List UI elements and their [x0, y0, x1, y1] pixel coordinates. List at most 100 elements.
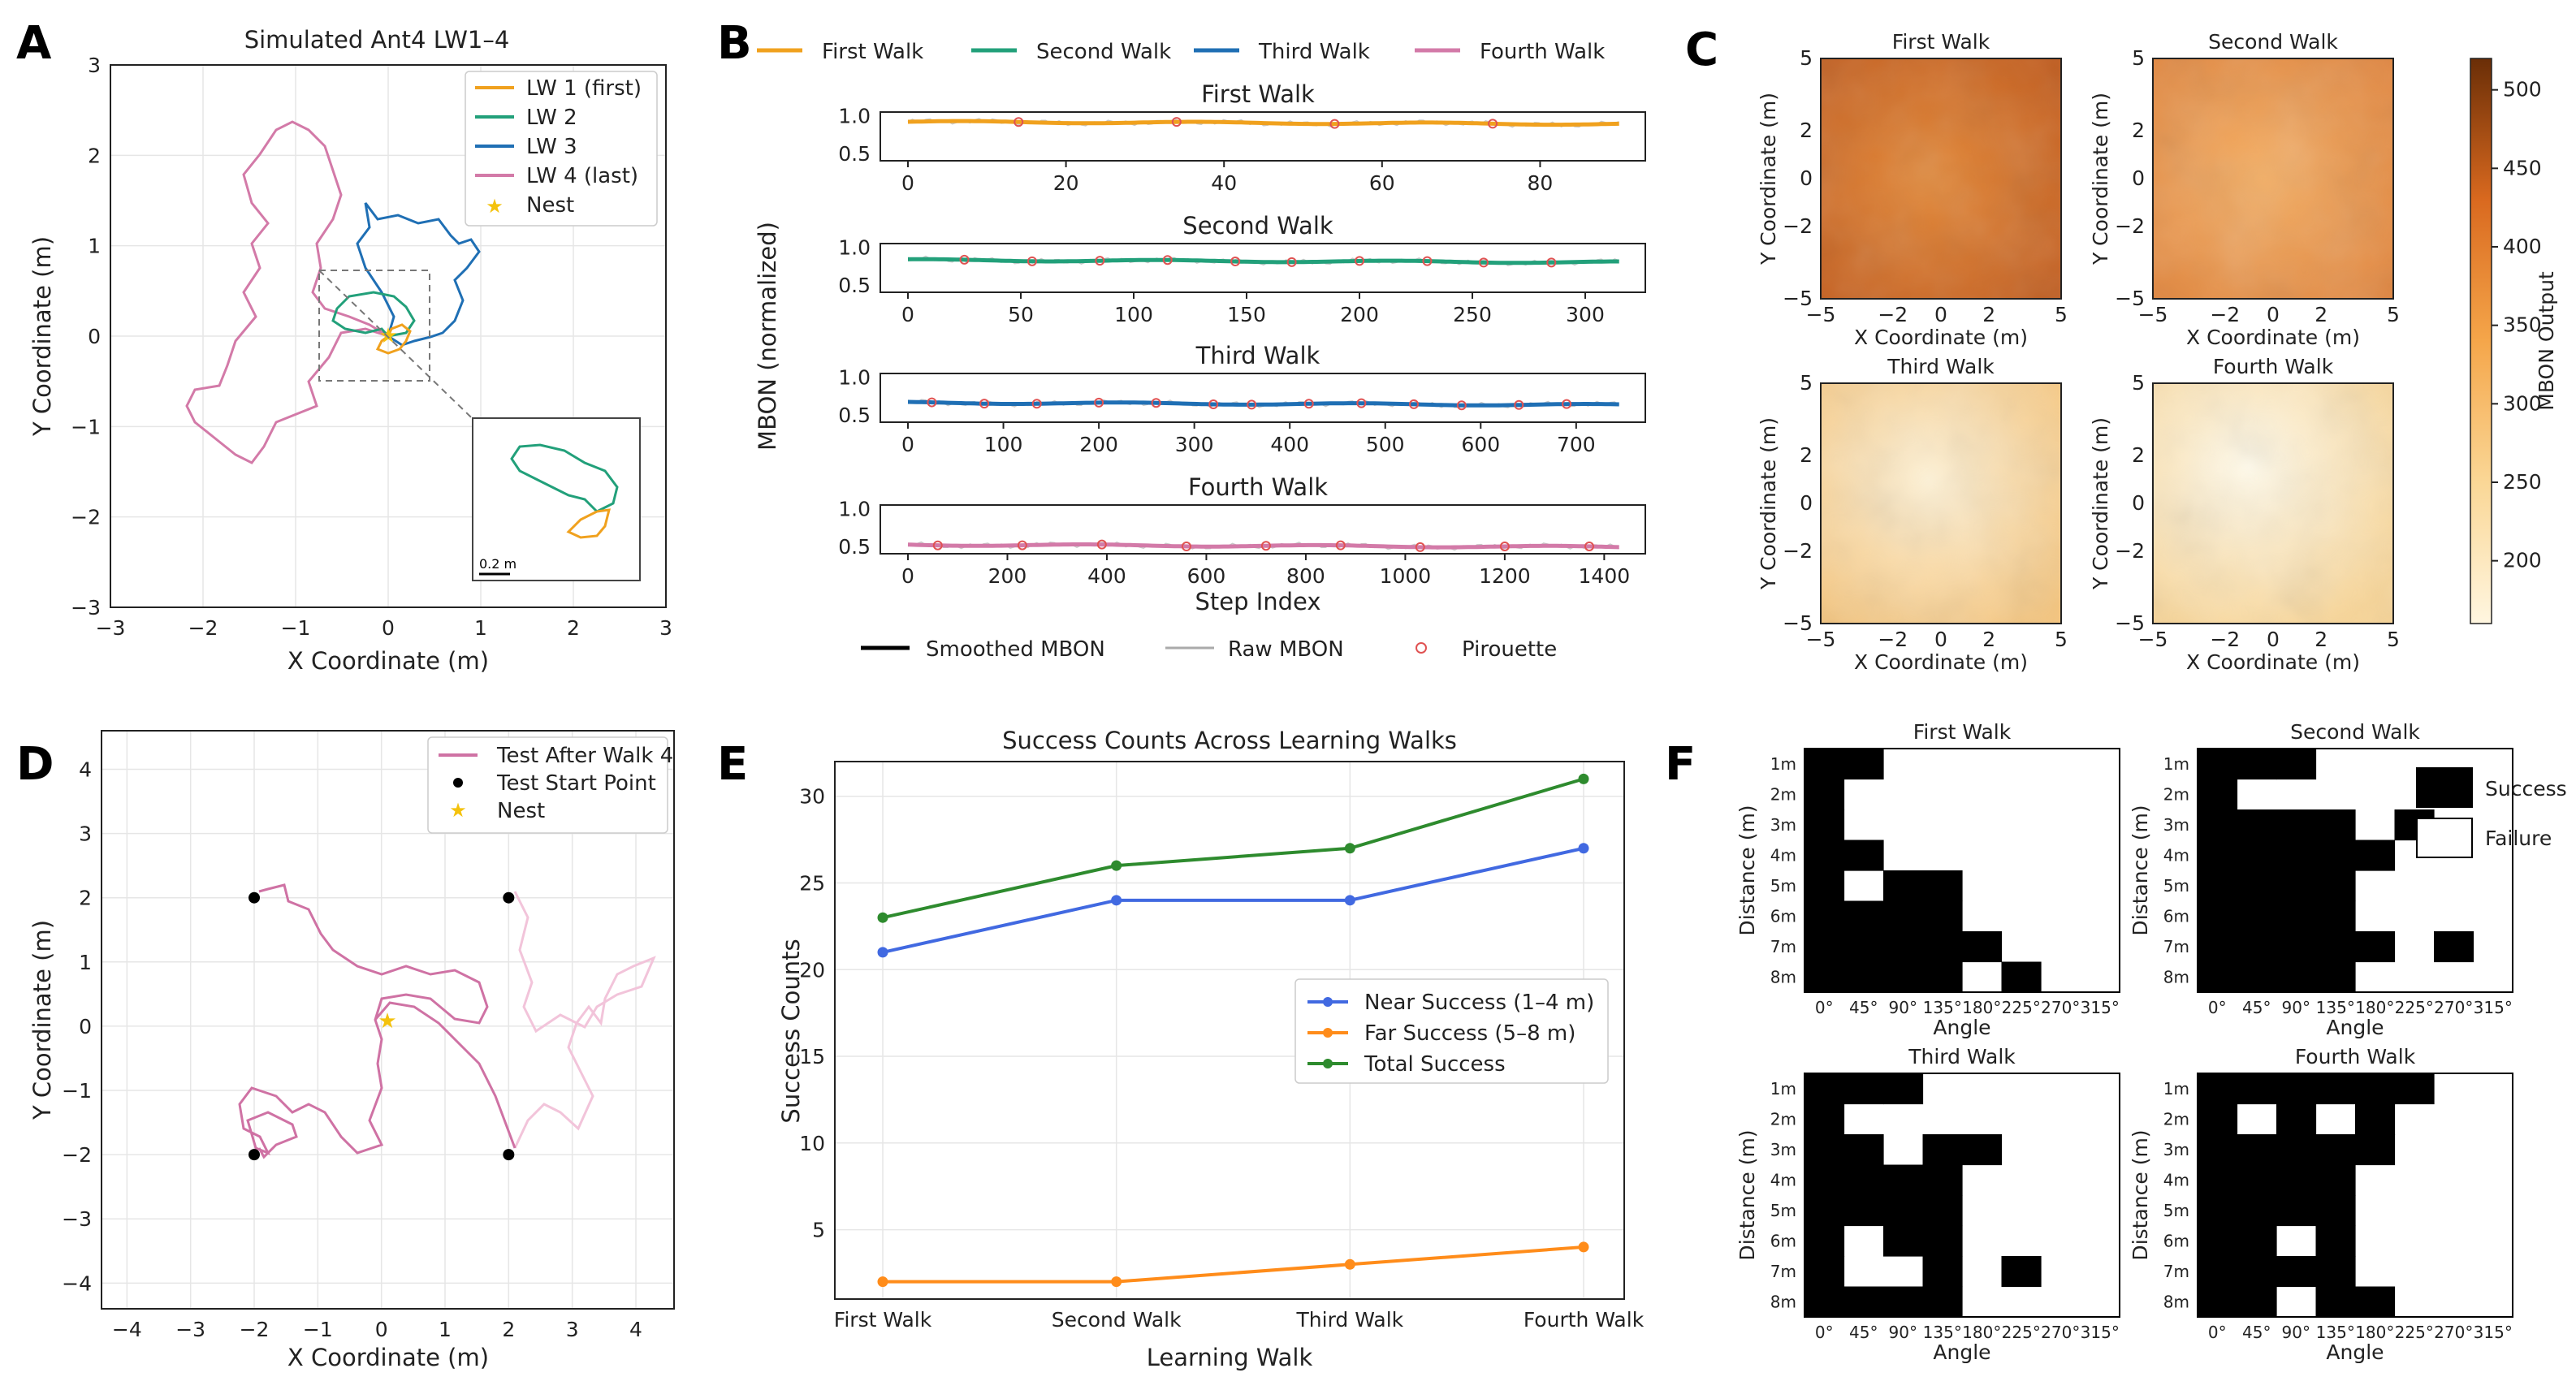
panel-d: D −4 −4 −3 −3 −2 −2 −1 −1 0 0 1 1 2 2 3 3 4 4 X Coordinat…	[16, 730, 675, 1371]
legend-label: Nest	[497, 799, 545, 823]
panel-d-legend	[427, 736, 668, 834]
x-tick-label: Fourth Walk	[1524, 1308, 1645, 1332]
legend-star-icon: ★	[449, 799, 467, 822]
success-cell	[2276, 1164, 2317, 1196]
x-tick-label: 0	[1934, 303, 1947, 326]
x-tick-label: 1	[474, 616, 487, 640]
x-tick-label: 0	[382, 616, 395, 640]
colorbar-tick-label: 350	[2503, 313, 2542, 337]
distance-tick-label: 8m	[1770, 1292, 1796, 1311]
legend-marker	[1323, 1028, 1333, 1038]
success-cell	[2237, 1286, 2277, 1318]
grid-axes	[2197, 748, 2513, 993]
success-cell	[2237, 840, 2277, 871]
pirouette-marker	[1499, 541, 1510, 551]
angle-tick-label: 270°	[2041, 1323, 2080, 1342]
y-tick-label: 0	[79, 1015, 92, 1038]
success-cell	[1883, 870, 1924, 902]
grid-ylabel: Distance (m)	[2129, 1129, 2152, 1260]
angle-tick-label: 90°	[2282, 1323, 2310, 1342]
grid-xlabel: Angle	[1933, 1340, 1990, 1364]
success-cell	[1804, 1286, 1845, 1318]
success-cell	[2276, 870, 2317, 902]
heatmap-axes	[2152, 382, 2394, 624]
pirouette-marker	[1247, 399, 1257, 410]
distance-tick-label: 1m	[2163, 754, 2189, 774]
x-tick-label: 300	[1175, 433, 1214, 456]
pirouette-marker	[1415, 542, 1425, 552]
subplot-axes	[880, 373, 1646, 423]
success-cell	[2315, 1256, 2356, 1288]
x-tick-label: 2	[2315, 628, 2327, 651]
legend-pirouette-icon	[1416, 642, 1427, 654]
success-cell	[1804, 779, 1845, 810]
x-tick-label: −2	[1878, 303, 1908, 326]
y-tick-label: 2	[88, 144, 101, 167]
angle-tick-label: 0°	[1815, 998, 1834, 1017]
legend-label: Second Walk	[1036, 40, 1171, 64]
distance-tick-label: 7m	[2163, 937, 2189, 956]
y-tick-label: −3	[62, 1207, 92, 1231]
success-cell	[1804, 1164, 1845, 1196]
legend-failure-swatch	[2416, 818, 2473, 858]
series-line	[882, 777, 1584, 920]
success-cell	[2237, 809, 2277, 841]
distance-tick-label: 2m	[2163, 1109, 2189, 1129]
y-tick-label: −2	[62, 1143, 92, 1167]
legend-label: Nest	[526, 193, 574, 218]
panel-b-top-legend: First Walk Second Walk Third Walk Fourth Wa…	[757, 40, 1605, 64]
x-tick-label: 150	[1227, 303, 1266, 326]
distance-tick-label: 4m	[2163, 1170, 2189, 1189]
x-tick-label: Second Walk	[1052, 1308, 1182, 1332]
heatmap-texture	[1821, 383, 2061, 624]
success-cell	[2355, 931, 2396, 963]
subplot-title: Third Walk	[1195, 342, 1320, 369]
grid-title: Third Walk	[1908, 1045, 2016, 1068]
grid-xlabel: Angle	[2326, 1340, 2384, 1364]
distance-tick-label: 2m	[1770, 1109, 1796, 1129]
pirouette-marker	[932, 540, 943, 550]
success-cell	[2198, 1073, 2238, 1105]
series-line	[883, 1245, 1584, 1284]
success-cell	[1843, 1286, 1884, 1318]
smoothed-mbon-line	[907, 257, 1619, 265]
success-cell	[2276, 961, 2317, 993]
x-tick-label: 100	[984, 433, 1023, 456]
pirouette-marker	[1171, 117, 1182, 127]
x-tick-label: 200	[988, 564, 1027, 588]
heatmap-title: Second Walk	[2208, 30, 2338, 54]
x-tick-label: Third Walk	[1296, 1308, 1404, 1332]
success-grid: Fourth Walk 1m 2m 3m 4m 5m 6m 7m 8m 0° 45° 90° 135° 1…	[2129, 1045, 2513, 1364]
zoom-connector	[318, 270, 641, 581]
legend-label: Pirouette	[1462, 637, 1557, 662]
y-tick-label: −2	[2115, 214, 2145, 238]
success-cell	[1922, 1256, 1963, 1288]
x-tick-label: 0	[901, 433, 914, 456]
success-cell	[2198, 779, 2238, 810]
legend-label: Total Success	[1364, 1052, 1506, 1077]
success-cell	[1883, 931, 1924, 963]
inset-lw2-trajectory	[510, 443, 619, 513]
legend-label: Near Success (1–4 m)	[1364, 991, 1594, 1015]
y-tick-label: −1	[62, 1079, 92, 1103]
x-tick-label: −5	[2138, 628, 2168, 651]
grid-axes	[1804, 748, 2120, 993]
pirouette-marker	[1355, 256, 1365, 266]
pirouette-marker	[1094, 397, 1104, 408]
legend-dot	[453, 778, 463, 788]
subplot-title: Second Walk	[1182, 212, 1333, 240]
distance-tick-label: 5m	[2163, 876, 2189, 896]
panel-e-ylabel: Success Counts	[777, 939, 805, 1123]
success-cell	[1804, 749, 1845, 780]
panel-b-xlabel: Step Index	[1195, 588, 1320, 615]
panel-d-axes	[101, 730, 675, 1310]
mbon-heatmap: Second Walk −5−5 −2 −2 0 0 2 2 5 5 X Coordinate (m…	[2089, 30, 2400, 349]
panel-b-ylabel: MBON (normalized)	[754, 222, 781, 451]
heatmap-axes	[2152, 58, 2394, 300]
legend-label: LW 3	[526, 135, 577, 159]
x-tick-label: 5	[2387, 303, 2400, 326]
success-cell	[2276, 1103, 2317, 1135]
mbon-heatmap: Third Walk −5−5 −2 −2 0 0 2 2 5 5 X Coordinate (m)…	[1757, 355, 2068, 674]
subplot: Second Walk 1.0 0.5 0 50 100 150 200 250 300	[838, 212, 1646, 326]
